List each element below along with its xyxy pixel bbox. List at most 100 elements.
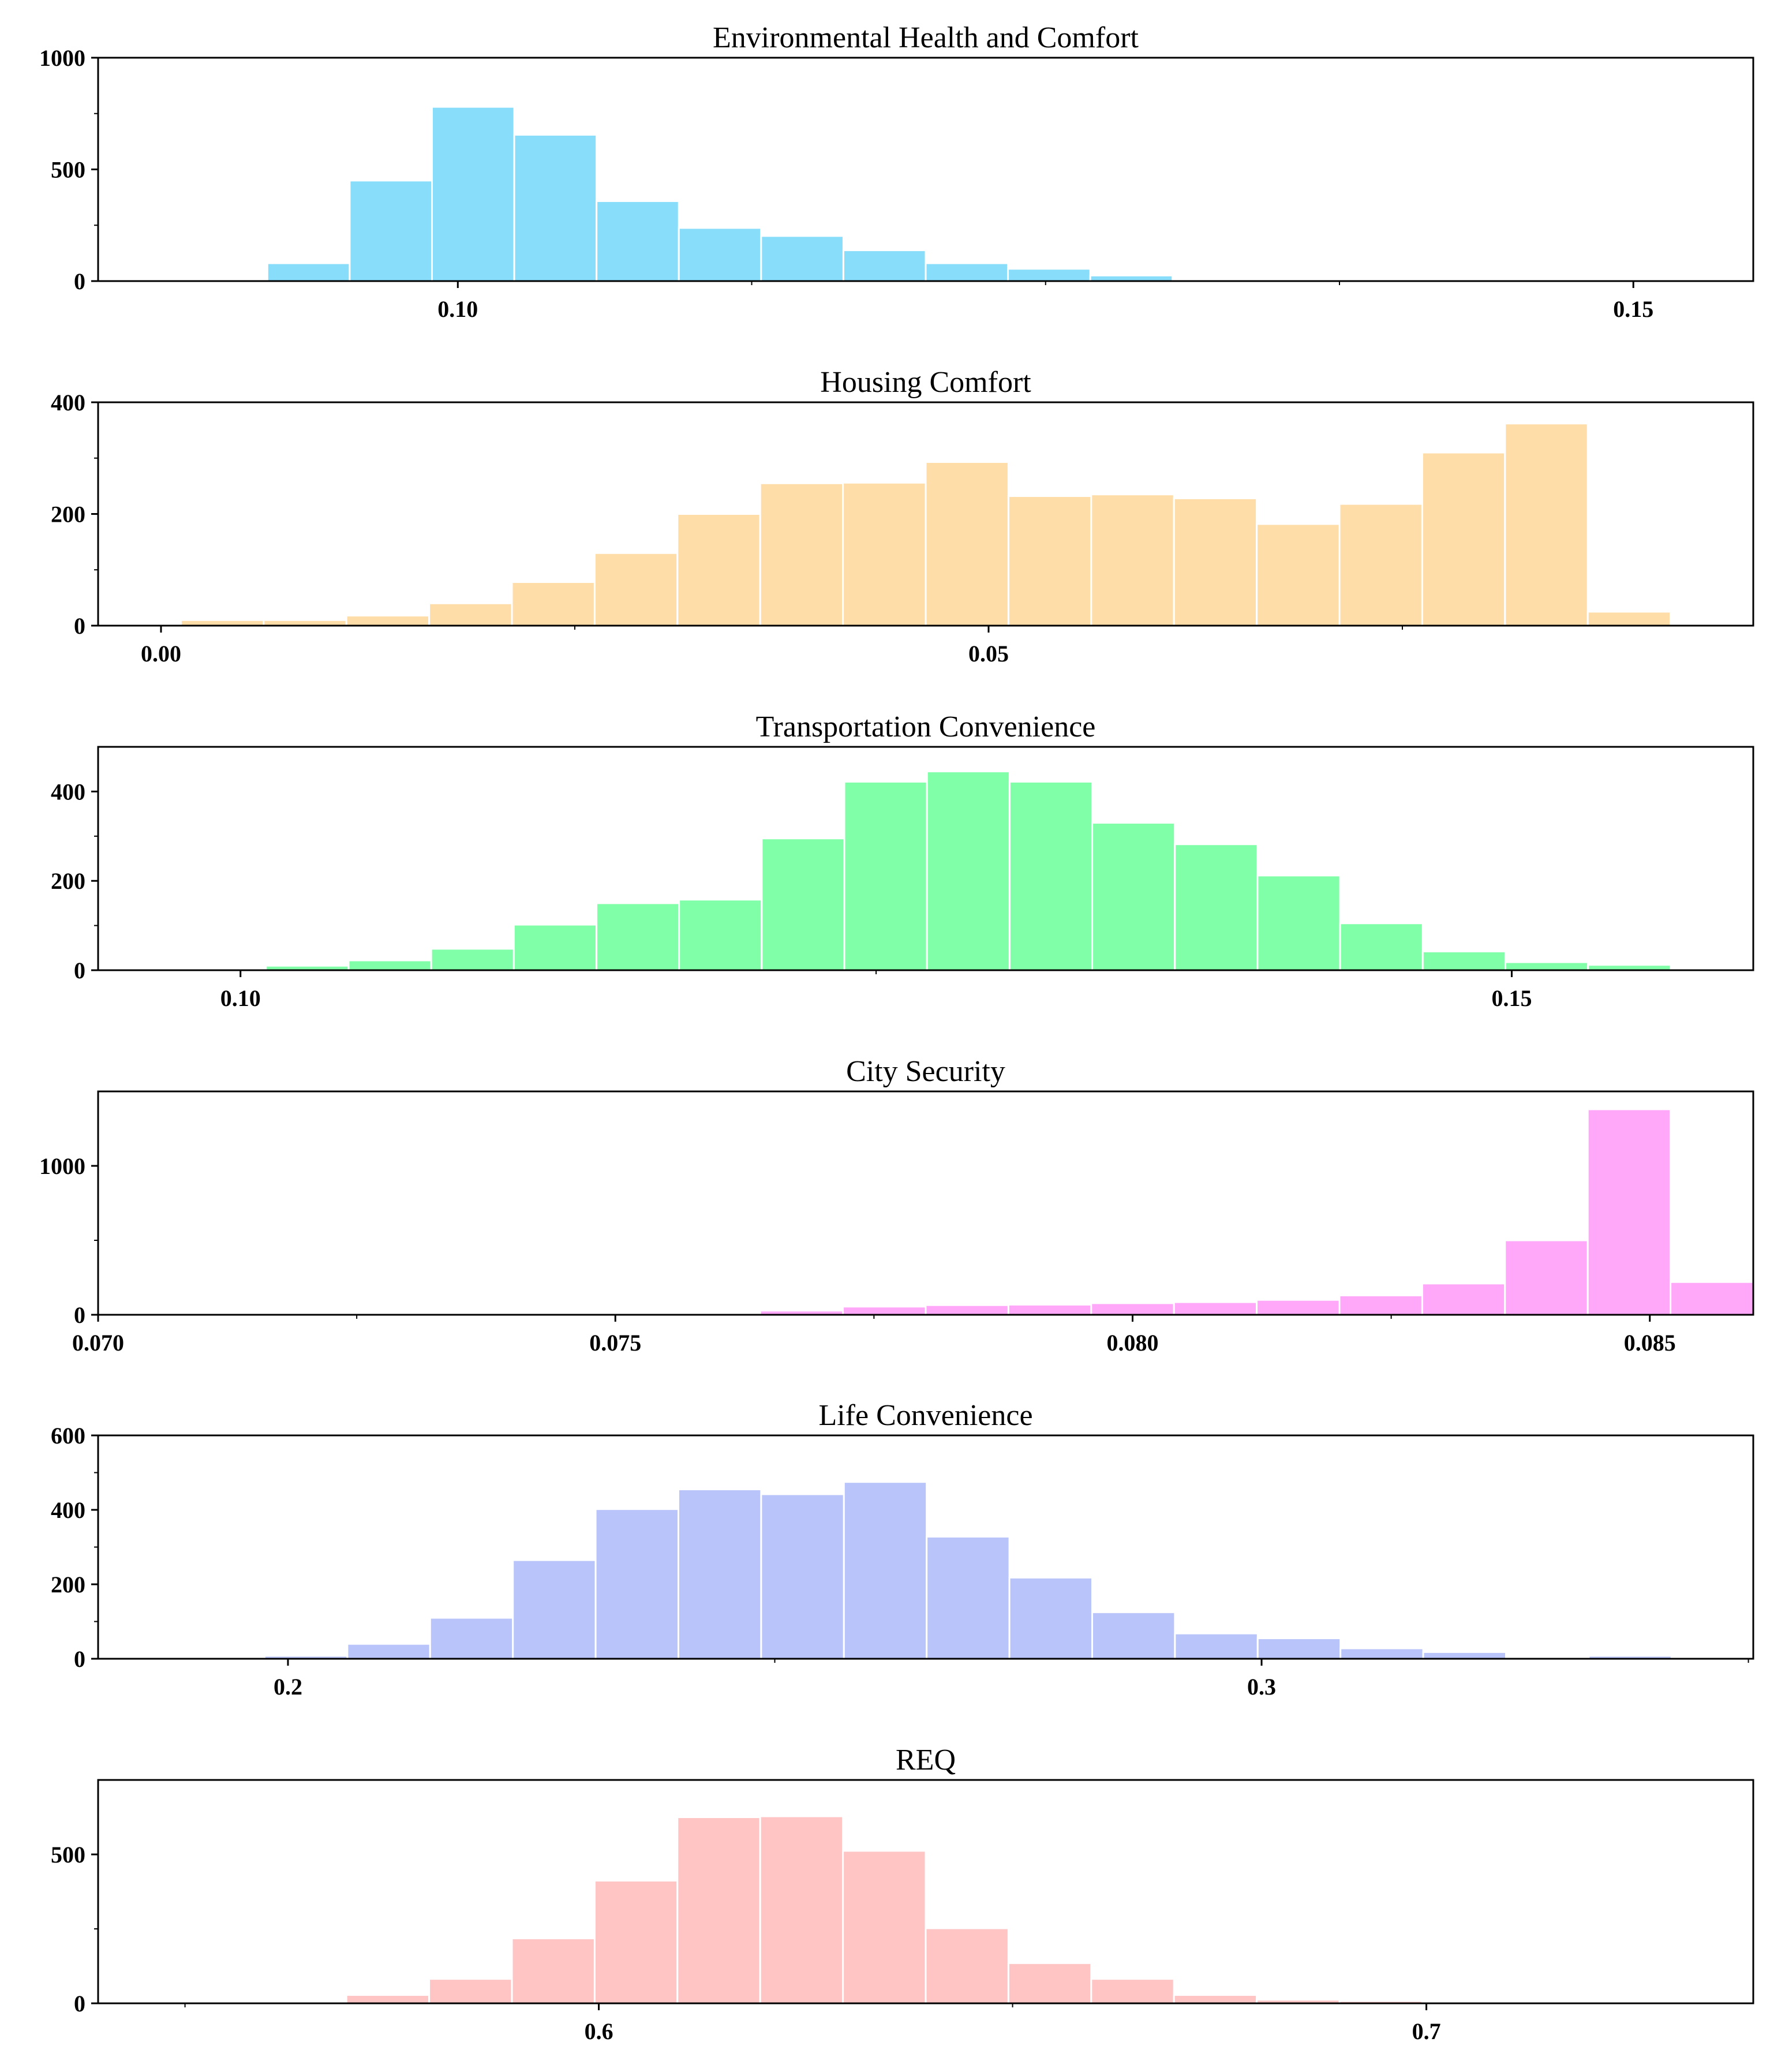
- histogram-bar: [346, 1643, 431, 1659]
- y-tick-label: 200: [51, 868, 85, 894]
- histogram-bar: [345, 615, 431, 626]
- histogram-bar: [1587, 964, 1672, 970]
- histogram-bar: [1338, 503, 1423, 626]
- histogram-bar: [511, 1938, 596, 2003]
- y-tick-label: 0: [74, 268, 85, 294]
- x-tick-label: 0.10: [437, 296, 478, 322]
- histogram-bar: [1007, 1303, 1092, 1315]
- histogram-bar: [925, 1304, 1009, 1315]
- histogram-bar: [1007, 1962, 1092, 2003]
- y-tick-label: 0: [74, 613, 85, 639]
- x-tick-label: 0.080: [1107, 1330, 1159, 1356]
- histogram-bar: [1091, 1611, 1176, 1659]
- histogram-bar: [1421, 950, 1506, 970]
- panel-title: REQ: [896, 1744, 956, 1776]
- histogram-bar: [1421, 451, 1506, 626]
- histogram-bar: [676, 513, 761, 626]
- y-tick-label: 600: [51, 1423, 85, 1449]
- histogram-bar: [842, 249, 927, 281]
- axes-frame: [97, 57, 1754, 282]
- histogram-bar: [512, 923, 597, 970]
- panel-title: City Security: [846, 1055, 1005, 1088]
- histogram-bar: [345, 1994, 431, 2003]
- histogram-bar: [676, 1816, 761, 2003]
- panel-title: Environmental Health and Comfort: [713, 21, 1139, 54]
- histogram-bar: [678, 227, 762, 281]
- histogram-bar: [1338, 2000, 1423, 2003]
- histogram-bar: [595, 902, 680, 970]
- histogram-bar: [429, 1617, 514, 1659]
- y-tick-label: 400: [51, 779, 85, 805]
- bars: [263, 1815, 1423, 2003]
- histogram-bar: [1586, 1108, 1672, 1315]
- histogram-bar: [759, 1815, 844, 2003]
- histogram-bar: [925, 461, 1009, 626]
- y-tick-label: 500: [51, 1842, 85, 1868]
- histogram-bar: [431, 106, 515, 281]
- y-tick-label: 1000: [39, 45, 85, 71]
- y-tick-label: 500: [51, 157, 85, 183]
- bars: [263, 1108, 1753, 1315]
- histogram-bar: [1339, 922, 1424, 970]
- y-tick-label: 0: [74, 958, 85, 983]
- bars: [263, 1481, 1672, 1659]
- histogram-bar: [1007, 268, 1091, 281]
- panel-title: Life Convenience: [818, 1399, 1032, 1432]
- histogram-bar: [1256, 523, 1341, 626]
- histogram-bar: [1256, 1637, 1342, 1659]
- histogram-panel-3: Transportation Convenience 0.10 0.15 0 200 40…: [51, 710, 1754, 1011]
- histogram-bar: [428, 1978, 513, 2003]
- histogram-bar: [1504, 1239, 1589, 1315]
- panel-title: Transportation Convenience: [756, 710, 1096, 743]
- histogram-bar: [1670, 1281, 1753, 1315]
- bars: [266, 106, 1174, 281]
- histogram-bar: [760, 235, 844, 281]
- histogram-bar: [761, 837, 845, 970]
- y-tick-label: 1000: [39, 1153, 85, 1179]
- histogram-bar: [1008, 780, 1094, 970]
- y-tick-label: 200: [51, 502, 85, 528]
- histogram-bar: [511, 581, 596, 626]
- histogram-bar: [1586, 611, 1672, 626]
- histogram-bar: [1504, 422, 1589, 626]
- panel-title: Housing Comfort: [820, 366, 1031, 399]
- histogram-bar: [1007, 495, 1092, 626]
- y-tick-label: 200: [51, 1572, 85, 1598]
- y-tick-label: 400: [51, 390, 85, 416]
- histogram-bar: [428, 602, 513, 626]
- histogram-panel-5: Life Convenience 0.2 0.3 0 200 400 600: [51, 1399, 1754, 1700]
- axes-frame: [97, 746, 1754, 971]
- histogram-bar: [430, 948, 515, 970]
- histogram-bar: [594, 1508, 679, 1659]
- histogram-bar: [926, 771, 1011, 970]
- histogram-bar: [925, 1927, 1009, 2003]
- histogram-bar: [842, 1850, 927, 2003]
- histogram-bar: [1588, 1655, 1672, 1659]
- histogram-bar: [1256, 1299, 1341, 1315]
- histogram-bar: [596, 200, 680, 281]
- histogram-bar: [347, 959, 432, 970]
- histogram-bar: [512, 1559, 597, 1659]
- histogram-bar: [1089, 274, 1174, 281]
- x-tick-label: 0.7: [1412, 2018, 1441, 2044]
- bars: [179, 422, 1672, 626]
- y-tick-label: 0: [74, 1646, 85, 1672]
- y-tick-label: 0: [74, 1991, 85, 2017]
- x-tick-label: 0.15: [1491, 985, 1532, 1011]
- histogram-bar: [1173, 497, 1258, 626]
- histogram-bar: [1091, 822, 1176, 970]
- histogram-panel-1: Environmental Health and Comfort 0.10 0.15…: [39, 21, 1754, 322]
- x-tick-label: 0.075: [589, 1330, 641, 1356]
- histogram-bar: [926, 1535, 1011, 1659]
- x-tick-label: 0.070: [72, 1330, 124, 1356]
- x-tick-label: 0.15: [1613, 296, 1653, 322]
- x-tick-label: 0.00: [141, 641, 181, 667]
- histogram-bar: [678, 899, 763, 970]
- histogram-bar: [759, 482, 844, 626]
- histogram-bar: [1256, 874, 1341, 970]
- histogram-bar: [1008, 1576, 1093, 1659]
- histogram-bar: [1421, 1282, 1506, 1315]
- histogram-panel-2: Housing Comfort 0.00 0.05 0 200 400: [51, 366, 1754, 667]
- x-tick-label: 0.05: [968, 641, 1009, 667]
